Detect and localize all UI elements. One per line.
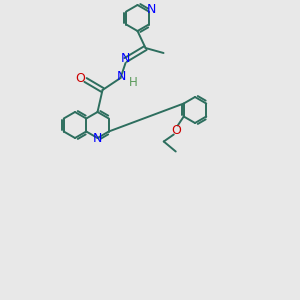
Text: N: N xyxy=(147,3,157,16)
Text: N: N xyxy=(93,131,102,145)
Text: O: O xyxy=(76,73,85,85)
Text: N: N xyxy=(121,52,130,64)
Text: N: N xyxy=(117,70,126,83)
Text: O: O xyxy=(171,124,181,137)
Text: H: H xyxy=(129,76,138,89)
